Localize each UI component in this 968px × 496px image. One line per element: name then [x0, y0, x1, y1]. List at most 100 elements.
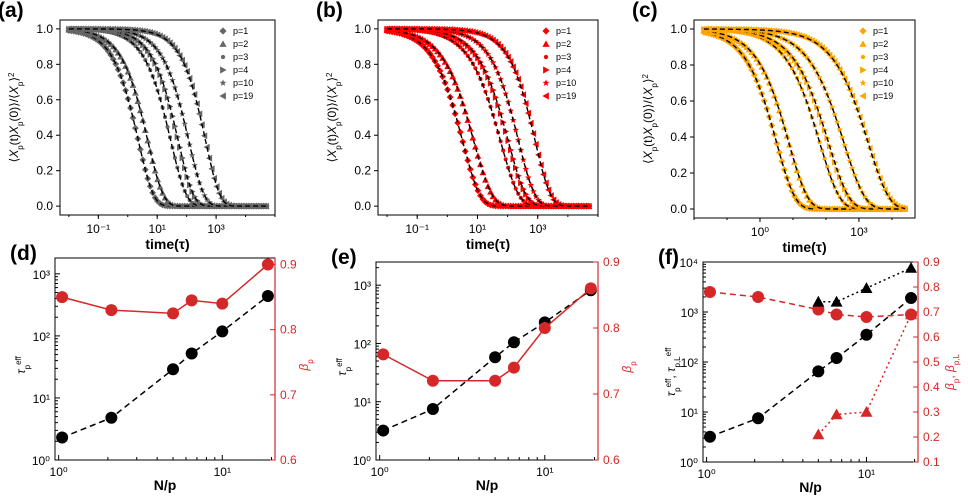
data-point	[509, 63, 516, 71]
data-point	[849, 164, 856, 172]
series-marker	[56, 431, 69, 444]
legend-marker	[542, 27, 550, 35]
y-tick-label: 10¹	[33, 392, 50, 406]
data-point	[469, 134, 477, 141]
legend-label: p=1	[556, 26, 571, 36]
y-tick-label: 0.8	[36, 57, 53, 71]
data-point	[808, 61, 816, 68]
series-marker	[216, 297, 229, 310]
y-tick-label: 10⁴	[679, 256, 698, 270]
series-marker	[830, 308, 843, 321]
data-point	[780, 123, 788, 130]
series-marker	[185, 347, 198, 360]
y-right-tick-label: 0.5	[923, 355, 940, 369]
series-marker	[752, 291, 765, 303]
y-axis-label-part: X	[7, 149, 21, 159]
legend-marker	[220, 66, 227, 74]
y-tick-label: 0.8	[670, 58, 687, 72]
y-axis-label-part: ⟨	[641, 159, 655, 164]
y-tick-label: 0.2	[670, 166, 687, 180]
series-marker	[860, 406, 873, 417]
y-axis-label-part: ⟩	[325, 77, 339, 82]
plot-frame	[59, 19, 276, 216]
y-axis-label-part: (0)⟩/⟨	[641, 96, 655, 123]
data-point	[512, 126, 519, 133]
legend-marker	[542, 79, 550, 86]
y-axis-label: ⟨Xp(t)Xp(0)⟩/⟨Xp⟩2	[7, 72, 25, 162]
data-layer	[700, 25, 909, 213]
data-point	[469, 173, 477, 181]
data-point	[775, 149, 783, 156]
y-axis-label-part: p	[344, 366, 353, 371]
y-right-tick-label: 0.9	[923, 255, 940, 269]
y-axis-label: τpeff	[14, 355, 32, 373]
series-line	[709, 297, 912, 438]
y-axis-label-part: (t)	[641, 135, 655, 146]
y-tick-label: 10¹	[681, 406, 698, 420]
data-point	[816, 74, 823, 81]
y-right-axis-label-part: p	[952, 378, 961, 383]
y-tick-label: 0.0	[36, 199, 53, 213]
y-right-axis-label-part: β	[297, 364, 311, 372]
data-point	[836, 126, 843, 133]
y-axis-label-part: 2	[641, 73, 650, 78]
data-point	[181, 120, 188, 127]
y-right-tick-label: 0.6	[923, 330, 940, 344]
x-tick-label: 10³	[529, 222, 546, 236]
series-marker	[167, 363, 180, 376]
series-line	[817, 314, 912, 436]
y-right-tick-label: 0.8	[603, 321, 620, 335]
data-point	[218, 194, 225, 202]
data-point	[171, 84, 179, 91]
data-point	[117, 53, 125, 60]
data-point	[179, 154, 186, 162]
series-marker	[261, 289, 274, 302]
fit-curve	[68, 28, 267, 207]
x-axis-label: N/p	[799, 479, 822, 495]
y-axis-label-part: X	[325, 149, 339, 159]
panel-a: 0.0 0.2 0.4 0.6 0.8 1.0 10⁻¹ 10¹ 10³ p=1 p=2 p=3 p=4…	[0, 0, 276, 252]
legend-marker	[859, 40, 867, 47]
series-marker	[703, 430, 716, 443]
series-marker	[703, 286, 716, 298]
y-right-tick-label: 0.8	[280, 323, 297, 337]
data-point	[122, 62, 129, 69]
x-tick-label: 10¹	[149, 222, 166, 236]
y-right-tick-label: 0.3	[923, 405, 940, 419]
data-point	[109, 55, 117, 63]
data-point	[532, 140, 539, 148]
series-line	[382, 289, 592, 432]
data-point	[502, 90, 509, 97]
data-point	[418, 41, 426, 49]
x-tick-label: 10⁰	[751, 225, 769, 239]
y-tick-label: 10⁰	[353, 454, 371, 468]
y-axis-label-part: X	[641, 150, 655, 160]
y-axis-label-part: p	[334, 121, 343, 126]
y-axis-label-part: (t)	[325, 134, 339, 145]
panel-f: 10⁰ 10¹ 10² 10³ 10⁴ 0.1 0.2 0.3 0.4 0.5 0.6 0.7 0.8 0…	[658, 246, 961, 495]
data-point	[827, 172, 832, 177]
data-point	[495, 101, 502, 109]
data-point	[775, 107, 783, 114]
fit-curve	[387, 29, 589, 207]
fit-curve	[703, 31, 906, 210]
data-point	[487, 188, 494, 195]
series-marker	[105, 304, 118, 317]
y-axis-label-part: ,	[664, 372, 678, 379]
y-axis-label-part: p	[650, 146, 659, 151]
y-axis-label-part: X	[325, 125, 339, 135]
y-right-tick-label: 0.2	[923, 430, 940, 444]
y-tick-label: 0.6	[354, 93, 371, 107]
data-point	[196, 110, 203, 118]
y-tick-label: 0.0	[354, 199, 371, 213]
fit-curve	[703, 30, 906, 210]
data-point	[456, 128, 464, 136]
data-point	[489, 59, 497, 66]
y-right-tick-label: 0.1	[923, 455, 940, 469]
data-point	[831, 111, 838, 118]
data-layer	[383, 25, 593, 210]
y-right-axis-label: βp, βp,L	[943, 353, 961, 391]
data-point	[490, 86, 497, 94]
data-point	[844, 149, 851, 156]
panel-letter: (d)	[10, 242, 37, 265]
